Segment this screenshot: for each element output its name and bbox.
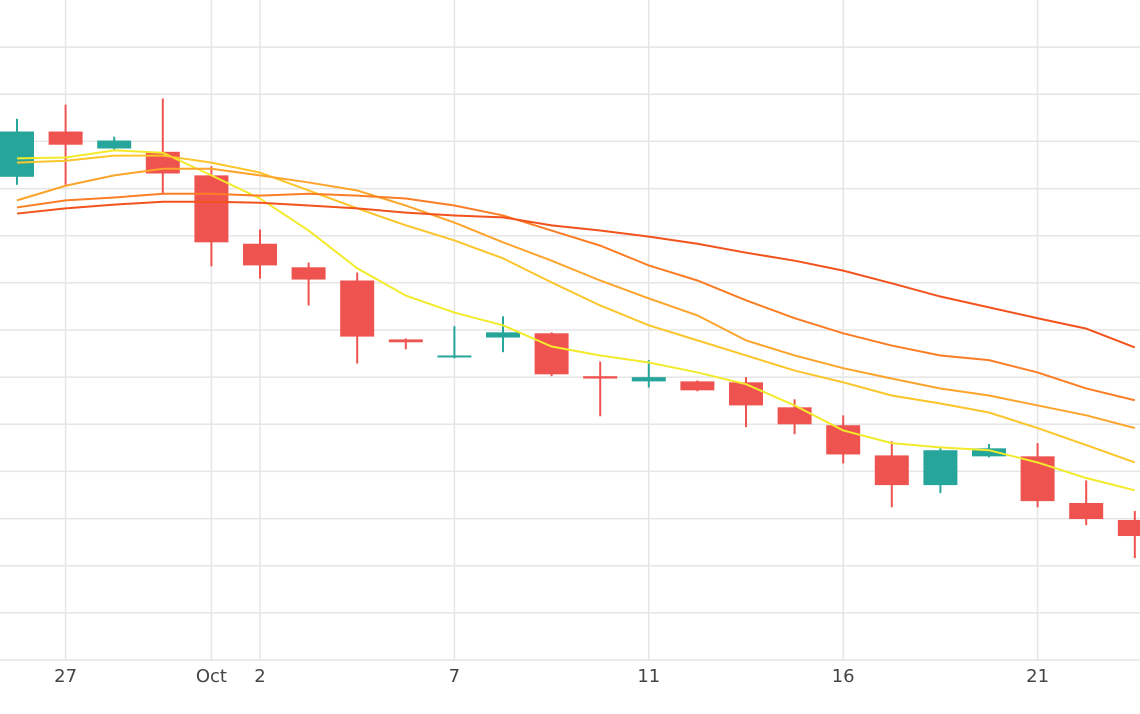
candle-body	[486, 332, 520, 338]
candle-body	[923, 450, 958, 486]
candle-body	[194, 175, 229, 243]
candle-body	[291, 267, 326, 280]
candle-body	[972, 448, 1006, 457]
candle-body	[0, 131, 34, 177]
candle-body	[243, 243, 277, 266]
x-tick-label: 21	[1026, 666, 1049, 687]
candle-body	[1020, 456, 1055, 502]
candle-body	[388, 339, 423, 343]
candle-body	[97, 140, 132, 149]
moving-average-line	[16, 192, 1136, 402]
candle-body	[680, 381, 715, 391]
grid	[0, 0, 1140, 661]
candle-body	[777, 407, 812, 425]
candle-body	[729, 382, 763, 406]
candle-body	[340, 280, 375, 337]
candle-body	[534, 333, 569, 375]
x-axis: 27 Oct 2 7 11 16 21	[54, 666, 1049, 687]
x-tick-label: 27	[54, 666, 77, 687]
candle-body	[1117, 519, 1140, 537]
candle-body	[631, 377, 666, 382]
x-tick-label: Oct	[196, 666, 227, 687]
moving-average-line	[16, 149, 1136, 492]
plot-area	[0, 98, 1140, 559]
moving-average-line	[16, 167, 1136, 430]
moving-average-line	[16, 200, 1136, 349]
x-tick-label: 16	[832, 666, 855, 687]
x-tick-label: 2	[254, 666, 265, 687]
candle-body	[1069, 503, 1104, 520]
candle-body	[874, 455, 909, 486]
x-tick-label: 11	[637, 666, 660, 687]
candle-body	[437, 355, 472, 358]
candle-body	[583, 376, 618, 379]
moving-average-line	[16, 154, 1136, 464]
candle-body	[48, 131, 83, 145]
x-tick-label: 7	[449, 666, 460, 687]
